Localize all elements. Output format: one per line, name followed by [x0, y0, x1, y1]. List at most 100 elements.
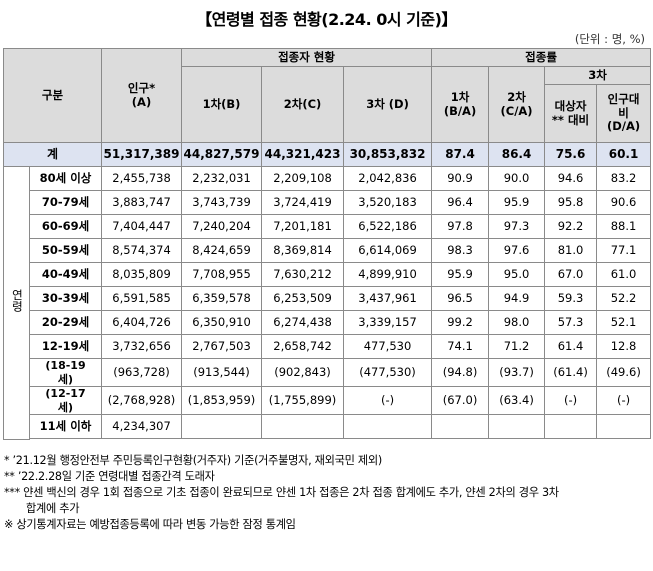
vaccination-table: 구분 인구* (A) 접종자 현황 접종률 1차(B) 2차(C) 3차 (D)… — [2, 48, 652, 440]
footnote: 합계에 추가 — [26, 502, 80, 515]
cell-dose2: 8,369,814 — [261, 238, 345, 263]
cell-rate1: 96.4 — [431, 190, 490, 215]
total-dose2: 44,321,423 — [261, 142, 345, 167]
cell-dose2: 3,724,419 — [261, 190, 345, 215]
cell-dose3: 2,042,836 — [343, 166, 433, 191]
cell-dose1: 7,708,955 — [181, 262, 263, 287]
cell-population: 6,591,585 — [101, 286, 183, 311]
cell-dose2: 7,201,181 — [261, 214, 345, 239]
header-rate3-pop: 인구대 비 (D/A) — [596, 84, 652, 143]
table-row: (18-19 세) (963,728) (913,544) (902,843) … — [4, 358, 652, 387]
header-rate3-group: 3차 — [544, 66, 652, 85]
header-vaccinated-group: 접종자 현황 — [181, 48, 433, 67]
total-dose1: 44,827,579 — [181, 142, 263, 167]
row-label: 80세 이상 — [28, 166, 103, 191]
header-rate1: 1차 (B/A) — [431, 66, 490, 143]
cell-dose1: (1,853,959) — [181, 386, 263, 415]
cell-dose1: 2,767,503 — [181, 334, 263, 359]
cell-dose2: (1,755,899) — [261, 386, 345, 415]
cell-rate3-pop: 52.2 — [596, 286, 652, 311]
cell-dose2: 7,630,212 — [261, 262, 345, 287]
cell-rate3-pop: (-) — [596, 386, 652, 415]
cell-rate1: 74.1 — [431, 334, 490, 359]
cell-dose2: (902,843) — [261, 358, 345, 387]
table-row: 연령 80세 이상 2,455,738 2,232,031 2,209,108 … — [3, 166, 652, 440]
cell-rate3-pop: 83.2 — [596, 166, 652, 191]
cell-rate2: 94.9 — [488, 286, 546, 311]
header-category: 구분 — [2, 48, 103, 143]
cell-population: 2,455,738 — [101, 166, 183, 191]
row-label: 70-79세 — [28, 190, 103, 215]
cell-rate1: 96.5 — [431, 286, 490, 311]
cell-empty — [488, 414, 546, 439]
cell-rate2: (93.7) — [488, 358, 546, 387]
header-dose1: 1차(B) — [181, 66, 263, 143]
cell-rate3-target: 95.8 — [544, 190, 598, 215]
cell-population: 7,404,447 — [101, 214, 183, 239]
cell-rate2: 71.2 — [488, 334, 546, 359]
unit-label: (단위 : 명, %) — [574, 32, 645, 46]
cell-population: 8,574,374 — [101, 238, 183, 263]
cell-empty — [596, 414, 652, 439]
cell-rate2: 90.0 — [488, 166, 546, 191]
total-row: 계 51,317,389 44,827,579 44,321,423 30,85… — [2, 142, 652, 167]
cell-rate1: 90.9 — [431, 166, 490, 191]
table-row: 11세 이하 4,234,307 — [4, 414, 652, 439]
cell-dose1: 8,424,659 — [181, 238, 263, 263]
cell-dose3: 6,522,186 — [343, 214, 433, 239]
cell-rate2: 95.0 — [488, 262, 546, 287]
cell-dose3: 4,899,910 — [343, 262, 433, 287]
cell-rate1: (94.8) — [431, 358, 490, 387]
row-label: 12-19세 — [28, 334, 103, 359]
cell-empty — [261, 414, 345, 439]
cell-rate2: (63.4) — [488, 386, 546, 415]
header-rate3-target: 대상자 ** 대비 — [544, 84, 598, 143]
cell-rate3-target: 94.6 — [544, 166, 598, 191]
table-row: 60-69세 7,404,447 7,240,204 7,201,181 6,5… — [4, 214, 652, 239]
header-population: 인구* (A) — [101, 48, 183, 143]
header-rate-group: 접종률 — [431, 48, 652, 67]
row-label: 40-49세 — [28, 262, 103, 287]
header-dose3: 3차 (D) — [343, 66, 433, 143]
cell-rate2: 97.6 — [488, 238, 546, 263]
cell-dose2: 2,658,742 — [261, 334, 345, 359]
cell-dose3: 477,530 — [343, 334, 433, 359]
row-label: (12-17 세) — [28, 386, 103, 415]
cell-rate2: 97.3 — [488, 214, 546, 239]
cell-dose3: (-) — [343, 386, 433, 415]
cell-population: 6,404,726 — [101, 310, 183, 335]
cell-dose2: 6,253,509 — [261, 286, 345, 311]
cell-rate3-target: 92.2 — [544, 214, 598, 239]
total-rate1: 87.4 — [431, 142, 490, 167]
cell-rate3-target: 59.3 — [544, 286, 598, 311]
cell-rate3-target: 67.0 — [544, 262, 598, 287]
cell-rate1: 95.9 — [431, 262, 490, 287]
cell-rate3-pop: 90.6 — [596, 190, 652, 215]
row-label: (18-19 세) — [28, 358, 103, 387]
cell-rate3-pop: 77.1 — [596, 238, 652, 263]
cell-empty — [343, 414, 433, 439]
total-rate2: 86.4 — [488, 142, 546, 167]
cell-dose1: 3,743,739 — [181, 190, 263, 215]
cell-population: (2,768,928) — [101, 386, 183, 415]
table-row: 50-59세 8,574,374 8,424,659 8,369,814 6,6… — [4, 238, 652, 263]
cell-population: (963,728) — [101, 358, 183, 387]
cell-rate2: 95.9 — [488, 190, 546, 215]
cell-dose2: 2,209,108 — [261, 166, 345, 191]
row-label: 60-69세 — [28, 214, 103, 239]
cell-population: 3,883,747 — [101, 190, 183, 215]
cell-dose1: 6,350,910 — [181, 310, 263, 335]
cell-dose3: 3,339,157 — [343, 310, 433, 335]
row-label: 11세 이하 — [28, 414, 103, 439]
cell-dose1: 6,359,578 — [181, 286, 263, 311]
table-row: 30-39세 6,591,585 6,359,578 6,253,509 3,4… — [4, 286, 652, 311]
footnotes: * ’21.12월 행정안전부 주민등록인구현황(거주자) 기준(거주불명자, … — [4, 453, 649, 533]
cell-rate3-target: (61.4) — [544, 358, 598, 387]
total-dose3: 30,853,832 — [343, 142, 433, 167]
footnote: *** 얀센 백신의 경우 1회 접종으로 기초 접종이 완료되므로 얀센 1차… — [4, 486, 559, 499]
cell-population: 3,732,656 — [101, 334, 183, 359]
footnote: ** ’22.2.28일 기준 연령대별 접종간격 도래자 — [4, 470, 215, 483]
header-rate2: 2차 (C/A) — [488, 66, 546, 143]
cell-empty — [431, 414, 490, 439]
page-title: 【연령별 접종 현황(2.24. 0시 기준)】 — [196, 10, 457, 29]
